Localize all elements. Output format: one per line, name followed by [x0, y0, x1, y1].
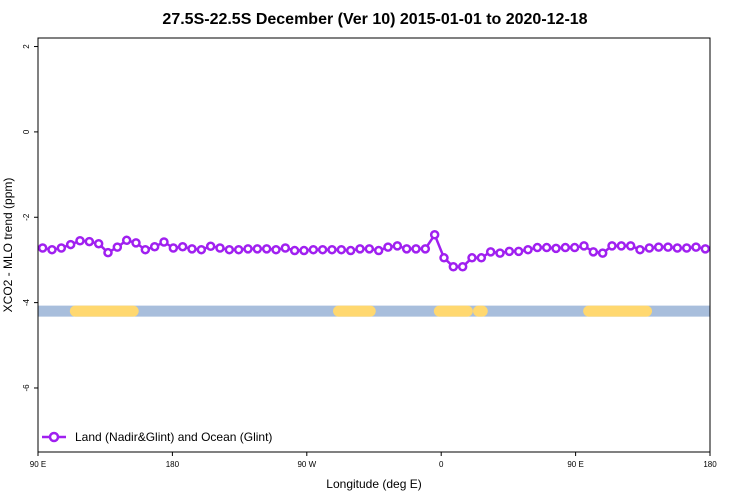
- data-point: [289, 245, 300, 256]
- y-tick-label: -2: [22, 213, 31, 221]
- data-point: [700, 244, 711, 254]
- data-point: [327, 244, 337, 255]
- data-point: [653, 242, 664, 252]
- data-point: [317, 244, 328, 255]
- data-point: [252, 244, 263, 254]
- data-point: [569, 242, 580, 253]
- data-point: [429, 230, 440, 240]
- data-point: [401, 244, 412, 254]
- data-point: [532, 242, 543, 253]
- data-point: [345, 245, 356, 256]
- data-point: [579, 241, 589, 251]
- data-point: [467, 253, 477, 263]
- data-point: [485, 247, 496, 257]
- y-tick-label: 2: [22, 44, 31, 49]
- data-point: [187, 244, 197, 254]
- data-point: [261, 244, 272, 254]
- data-point: [663, 242, 673, 252]
- data-point: [243, 244, 253, 254]
- x-tick-label: 90 E: [30, 460, 46, 469]
- data-point: [439, 253, 449, 263]
- data-point: [196, 244, 207, 255]
- data-point: [75, 235, 85, 246]
- data-point: [103, 247, 113, 258]
- y-tick-label: -4: [22, 299, 31, 307]
- data-point: [355, 244, 365, 254]
- data-point: [299, 245, 309, 256]
- legend: Land (Nadir&Glint) and Ocean (Glint): [42, 430, 272, 444]
- data-point: [224, 244, 235, 255]
- data-point: [65, 239, 76, 250]
- data-point: [616, 241, 627, 251]
- data-point: [37, 243, 48, 253]
- data-point: [476, 253, 487, 263]
- data-point: [159, 237, 169, 247]
- data-point: [56, 243, 67, 253]
- data-point: [373, 245, 384, 256]
- data-point: [635, 244, 645, 255]
- data-point: [513, 246, 524, 257]
- y-axis: 2 0 -2 -4 -6: [22, 44, 38, 392]
- x-tick-label: 90 W: [297, 460, 316, 469]
- data-point: [215, 243, 225, 253]
- data-point: [140, 244, 151, 255]
- data-point: [131, 238, 141, 248]
- data-point: [588, 247, 599, 257]
- data-point: [93, 238, 104, 249]
- data-point: [168, 243, 179, 253]
- data-point: [364, 244, 375, 254]
- x-tick-label: 0: [439, 460, 444, 469]
- data-point: [112, 242, 123, 252]
- data-point: [541, 242, 552, 253]
- data-point: [411, 244, 421, 254]
- data-point: [448, 262, 459, 272]
- data-point: [392, 241, 403, 251]
- data-point: [597, 248, 608, 258]
- chart-title: 27.5S-22.5S December (Ver 10) 2015-01-01…: [162, 11, 587, 28]
- plot-area: [37, 230, 711, 317]
- data-point: [47, 244, 57, 255]
- data-point: [271, 244, 281, 255]
- data-point: [84, 236, 95, 247]
- data-point: [495, 248, 505, 258]
- data-point: [336, 244, 347, 255]
- legend-marker: [48, 431, 60, 443]
- x-axis-label: Longitude (deg E): [326, 477, 421, 491]
- legend-label: Land (Nadir&Glint) and Ocean (Glint): [75, 430, 272, 444]
- data-point: [681, 243, 692, 253]
- data-point: [308, 244, 319, 255]
- data-point: [560, 242, 571, 253]
- x-tick-label: 180: [703, 460, 717, 469]
- x-tick-label: 90 E: [567, 460, 583, 469]
- data-point: [177, 241, 188, 252]
- x-axis: 90 E 180 90 W 0 90 E 180: [30, 452, 717, 469]
- x-tick-label: 180: [166, 460, 180, 469]
- y-axis-label: XCO2 - MLO trend (ppm): [1, 178, 15, 313]
- data-point: [625, 241, 636, 251]
- y-tick-label: 0: [22, 129, 31, 134]
- data-point: [607, 241, 617, 251]
- data-point: [644, 243, 655, 253]
- data-point: [672, 243, 683, 253]
- data-point: [691, 242, 701, 252]
- data-point: [383, 242, 393, 252]
- data-point: [149, 241, 160, 252]
- data-point: [205, 241, 216, 252]
- data-point: [457, 262, 468, 272]
- data-point: [280, 243, 291, 253]
- data-point: [233, 244, 244, 255]
- data-point: [121, 235, 132, 246]
- plot-frame: [37, 37, 711, 453]
- data-point: [551, 243, 561, 254]
- data-point: [420, 244, 431, 254]
- y-tick-label: -6: [22, 384, 31, 392]
- data-point: [504, 246, 515, 257]
- data-point: [523, 244, 533, 255]
